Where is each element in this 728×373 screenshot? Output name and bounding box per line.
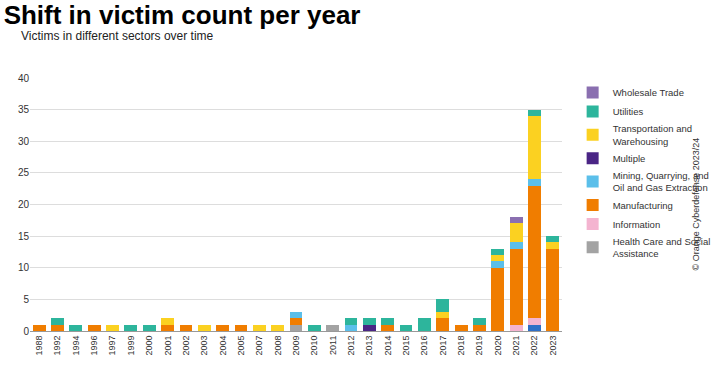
- svg-text:1997: 1997: [107, 336, 117, 356]
- svg-text:10: 10: [18, 262, 30, 273]
- svg-text:2003: 2003: [199, 336, 209, 356]
- svg-text:2007: 2007: [254, 336, 264, 356]
- svg-text:Health Care and SocialAssistan: Health Care and SocialAssistance: [613, 236, 711, 259]
- svg-text:2013: 2013: [364, 336, 374, 356]
- svg-text:2021: 2021: [511, 336, 521, 356]
- svg-text:2015: 2015: [401, 336, 411, 356]
- svg-text:35: 35: [18, 104, 30, 115]
- svg-text:40: 40: [18, 73, 30, 84]
- svg-text:5: 5: [23, 294, 29, 305]
- svg-text:Mining, Quarrying, andOil and: Mining, Quarrying, andOil and Gas Extrac…: [613, 170, 709, 193]
- svg-text:Wholesale Trade: Wholesale Trade: [613, 87, 684, 98]
- svg-text:2004: 2004: [218, 336, 228, 356]
- svg-text:2018: 2018: [456, 336, 466, 356]
- svg-text:2002: 2002: [181, 336, 191, 356]
- svg-text:2014: 2014: [383, 336, 393, 356]
- svg-text:2010: 2010: [309, 336, 319, 356]
- svg-text:2020: 2020: [493, 336, 503, 356]
- svg-text:30: 30: [18, 136, 30, 147]
- svg-text:25: 25: [18, 167, 30, 178]
- svg-text:2005: 2005: [236, 336, 246, 356]
- svg-text:Utilities: Utilities: [613, 106, 644, 117]
- svg-text:Information: Information: [613, 219, 661, 230]
- svg-text:2019: 2019: [474, 336, 484, 356]
- svg-text:2012: 2012: [346, 336, 356, 356]
- svg-text:2017: 2017: [438, 336, 448, 356]
- svg-text:2008: 2008: [273, 336, 283, 356]
- svg-text:Manufacturing: Manufacturing: [613, 200, 673, 211]
- svg-text:20: 20: [18, 199, 30, 210]
- svg-text:1996: 1996: [89, 336, 99, 356]
- svg-text:15: 15: [18, 231, 30, 242]
- svg-text:1992: 1992: [52, 336, 62, 356]
- svg-text:2011: 2011: [328, 336, 338, 355]
- svg-text:2022: 2022: [529, 336, 539, 356]
- svg-text:1988: 1988: [34, 336, 44, 356]
- svg-text:Shift in victim count per year: Shift in victim count per year: [4, 0, 361, 30]
- svg-text:Multiple: Multiple: [613, 153, 646, 164]
- svg-text:Transportation andWarehousing: Transportation andWarehousing: [613, 123, 692, 146]
- svg-text:2016: 2016: [419, 336, 429, 356]
- svg-text:2023: 2023: [548, 336, 558, 356]
- svg-text:Victims in different sectors o: Victims in different sectors over time: [21, 29, 214, 43]
- svg-text:2000: 2000: [144, 336, 154, 356]
- svg-text:0: 0: [23, 326, 29, 337]
- svg-text:© Orange Cyberdefense 2023/24: © Orange Cyberdefense 2023/24: [691, 138, 701, 271]
- svg-text:1994: 1994: [71, 336, 81, 356]
- svg-text:2009: 2009: [291, 336, 301, 356]
- svg-text:1999: 1999: [126, 336, 136, 356]
- svg-text:2001: 2001: [163, 336, 173, 356]
